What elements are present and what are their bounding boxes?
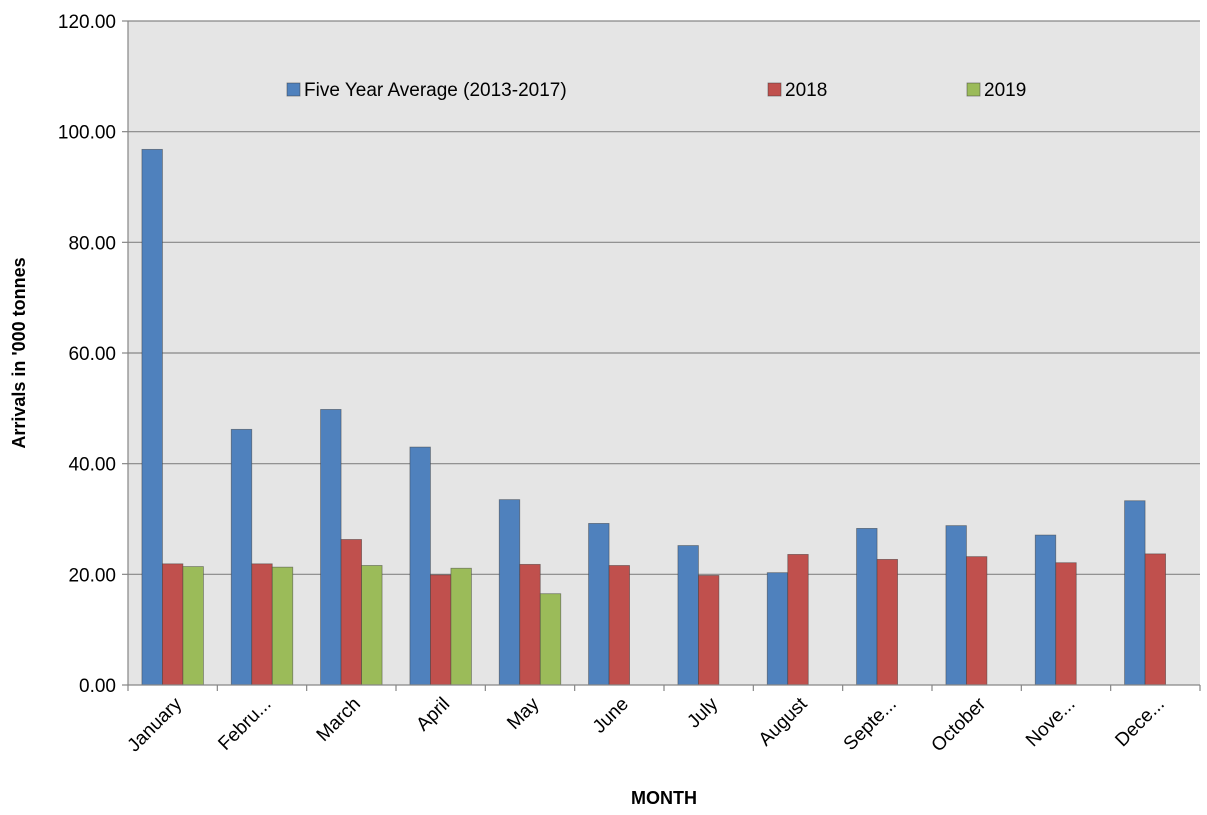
y-tick-label: 60.00 xyxy=(68,344,116,365)
y-axis-ticks: 0.00 20.00 40.00 60.00 80.00 100.00 120.00 xyxy=(58,12,128,697)
bar-may-series-1 xyxy=(498,499,521,686)
x-tick-label: May xyxy=(503,693,544,734)
bar-may-series-2 xyxy=(519,563,541,686)
bar-dece-series-2 xyxy=(1144,553,1166,686)
bar-septe-series-1 xyxy=(856,528,878,686)
x-tick-label: March xyxy=(313,694,365,746)
bar-october-series-2 xyxy=(966,556,988,686)
legend-label-series-1: Five Year Average (2013-2017) xyxy=(304,80,567,101)
legend-swatch-series-2 xyxy=(767,82,782,97)
bar-septe-series-2 xyxy=(876,558,898,686)
x-tick-label: January xyxy=(124,693,187,756)
bars xyxy=(141,148,1166,686)
y-tick-label: 0.00 xyxy=(79,676,116,697)
y-tick-label: 80.00 xyxy=(68,233,116,254)
bar-june-series-1 xyxy=(588,523,610,686)
x-axis-ticks: January Febru... March April May June July Augu… xyxy=(124,685,1201,756)
bar-july-series-2 xyxy=(698,575,720,686)
x-tick-label: Nove... xyxy=(1022,694,1079,751)
x-tick-label: July xyxy=(683,693,722,732)
x-tick-label: August xyxy=(755,693,812,750)
bar-april-series-3 xyxy=(450,567,472,686)
bar-january-series-3 xyxy=(182,566,204,686)
legend: Five Year Average (2013-2017) 2018 2019 xyxy=(286,80,1026,101)
bar-march-series-2 xyxy=(340,539,362,686)
bar-march-series-1 xyxy=(320,409,342,686)
y-tick-label: 20.00 xyxy=(68,565,116,586)
legend-swatch-series-1 xyxy=(286,82,301,97)
bar-dece-series-1 xyxy=(1124,500,1146,686)
bar-january-series-2 xyxy=(162,563,184,686)
legend-label-series-2: 2018 xyxy=(785,80,827,101)
bar-febru-series-3 xyxy=(271,566,294,686)
bar-may-series-3 xyxy=(539,593,562,686)
legend-label-series-3: 2019 xyxy=(984,80,1026,101)
bar-nove-series-1 xyxy=(1034,534,1057,686)
x-tick-label: Septe... xyxy=(840,694,901,755)
x-tick-label: October xyxy=(928,693,991,756)
bar-january-series-1 xyxy=(141,148,163,686)
bar-nove-series-2 xyxy=(1055,562,1077,686)
bar-march-series-3 xyxy=(361,565,383,686)
bar-febru-series-1 xyxy=(230,428,253,686)
bar-august-series-1 xyxy=(766,572,789,686)
gridlines xyxy=(128,20,1200,575)
bar-october-series-1 xyxy=(945,525,967,686)
x-axis-label: MONTH xyxy=(631,788,697,808)
bar-april-series-2 xyxy=(430,574,452,686)
x-tick-label: Dece... xyxy=(1111,694,1168,751)
legend-swatch-series-3 xyxy=(966,82,981,97)
y-tick-label: 40.00 xyxy=(68,455,116,476)
y-tick-label: 120.00 xyxy=(58,12,116,33)
bar-august-series-2 xyxy=(787,554,809,686)
bar-april-series-1 xyxy=(409,446,431,686)
y-axis-label: Arrivals in '000 tonnes xyxy=(9,257,29,448)
y-tick-label: 100.00 xyxy=(58,123,116,144)
bar-july-series-1 xyxy=(677,545,699,686)
x-tick-label: June xyxy=(589,694,633,738)
x-tick-label: Febru... xyxy=(214,694,275,755)
bar-febru-series-2 xyxy=(251,563,273,686)
bar-june-series-2 xyxy=(608,565,630,686)
x-tick-label: April xyxy=(412,694,454,736)
